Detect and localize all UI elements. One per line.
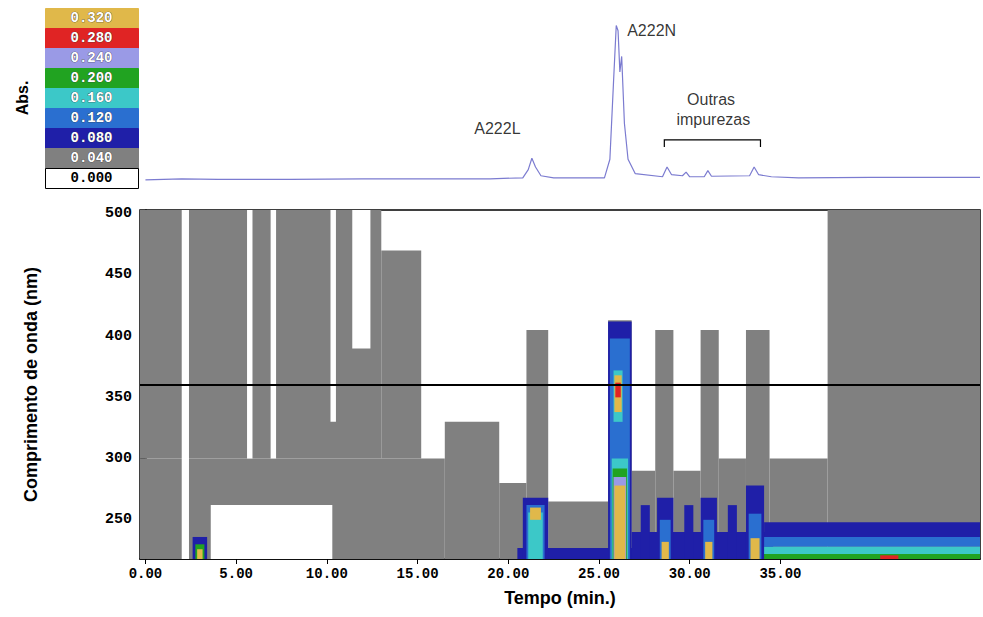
svg-text:0.320: 0.320 (70, 10, 112, 26)
svg-text:5.00: 5.00 (219, 566, 253, 582)
svg-text:15.00: 15.00 (397, 566, 439, 582)
svg-text:Abs.: Abs. (14, 81, 31, 116)
svg-text:0.160: 0.160 (70, 90, 112, 106)
svg-text:0.280: 0.280 (70, 30, 112, 46)
svg-text:Tempo (min.): Tempo (min.) (504, 588, 616, 608)
svg-text:10.00: 10.00 (306, 566, 348, 582)
svg-text:0.240: 0.240 (70, 50, 112, 66)
svg-text:30.00: 30.00 (669, 566, 711, 582)
svg-text:A222L: A222L (474, 120, 520, 137)
svg-text:impurezas: impurezas (676, 111, 750, 128)
svg-text:0.000: 0.000 (70, 170, 112, 186)
svg-text:400: 400 (105, 328, 132, 345)
svg-text:250: 250 (105, 511, 132, 528)
svg-text:25.00: 25.00 (578, 566, 620, 582)
svg-text:350: 350 (105, 389, 132, 406)
svg-text:0.040: 0.040 (70, 150, 112, 166)
svg-text:500: 500 (105, 205, 132, 222)
svg-text:20.00: 20.00 (487, 566, 529, 582)
svg-text:450: 450 (105, 266, 132, 283)
svg-text:0.120: 0.120 (70, 110, 112, 126)
svg-text:0.200: 0.200 (70, 70, 112, 86)
svg-text:0.080: 0.080 (70, 130, 112, 146)
svg-text:Comprimento de onda (nm): Comprimento de onda (nm) (21, 267, 41, 502)
svg-text:Outras: Outras (687, 91, 739, 108)
svg-text:A222N: A222N (627, 22, 676, 39)
svg-text:300: 300 (105, 450, 132, 467)
svg-text:35.00: 35.00 (759, 566, 801, 582)
svg-text:0.00: 0.00 (129, 566, 163, 582)
